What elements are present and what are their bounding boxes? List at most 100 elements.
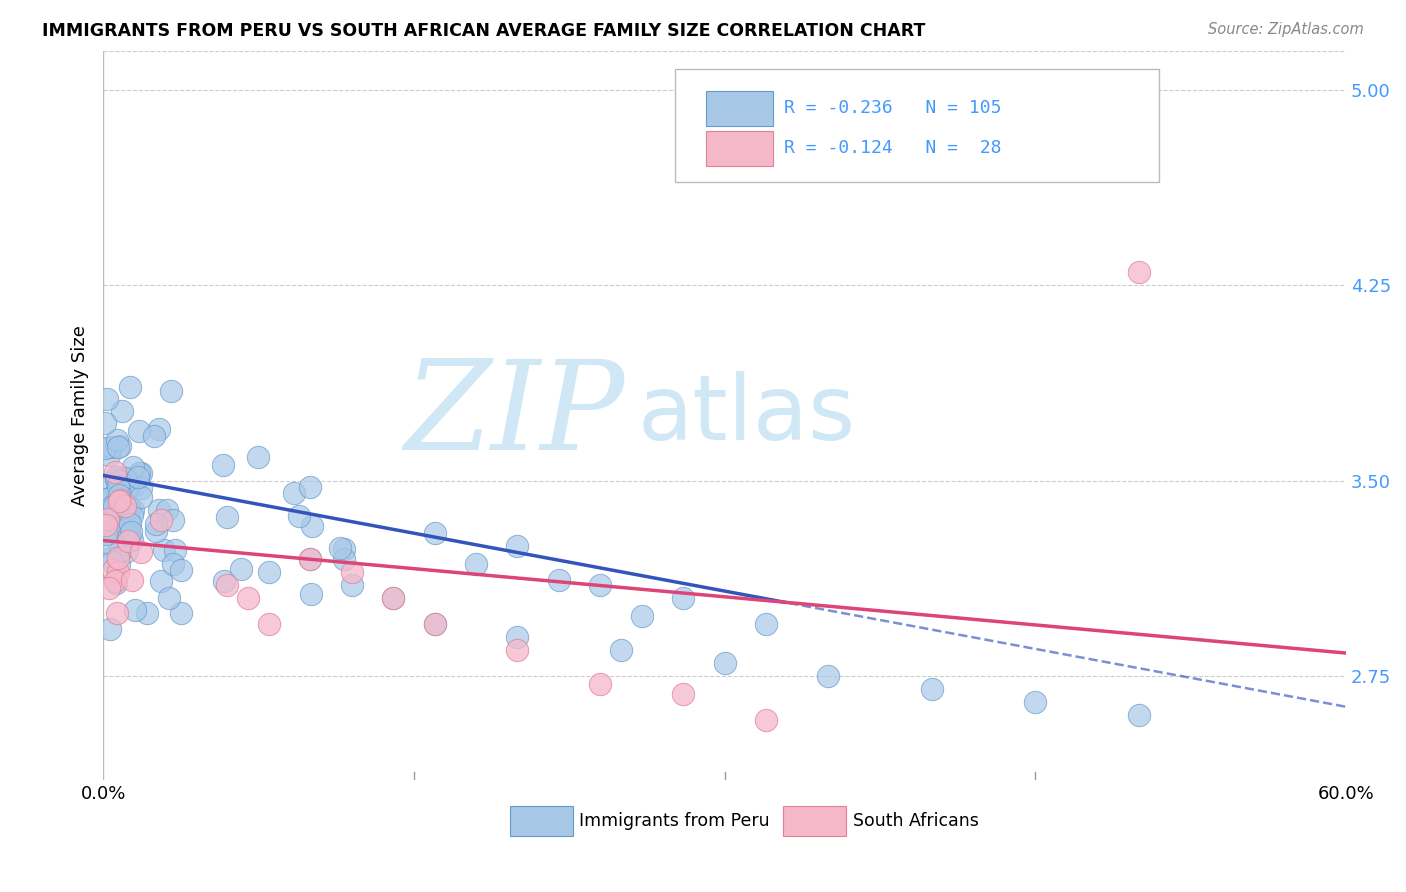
Point bbox=[100, 551, 122, 566]
Point bbox=[423, 616, 446, 631]
Point bbox=[283, 486, 305, 500]
Point bbox=[589, 677, 612, 691]
Point bbox=[101, 563, 124, 577]
Point bbox=[299, 587, 322, 601]
Point bbox=[105, 575, 128, 590]
Point bbox=[98, 448, 121, 462]
Point bbox=[120, 516, 142, 531]
Point bbox=[301, 519, 323, 533]
Point bbox=[107, 550, 129, 565]
FancyBboxPatch shape bbox=[675, 69, 1160, 182]
Point bbox=[108, 486, 131, 500]
Point bbox=[98, 491, 121, 505]
Point bbox=[589, 578, 612, 592]
Point bbox=[465, 557, 488, 571]
Point bbox=[423, 616, 446, 631]
Point bbox=[236, 591, 259, 605]
Point bbox=[156, 502, 179, 516]
Point bbox=[162, 512, 184, 526]
Point bbox=[105, 472, 128, 486]
Point bbox=[114, 499, 136, 513]
Point bbox=[382, 591, 405, 605]
Point bbox=[96, 492, 118, 507]
Point bbox=[98, 581, 121, 595]
Point bbox=[120, 525, 142, 540]
Point bbox=[94, 527, 117, 541]
FancyBboxPatch shape bbox=[706, 91, 773, 126]
Point bbox=[299, 551, 322, 566]
Point bbox=[630, 609, 652, 624]
Point bbox=[105, 434, 128, 448]
Point bbox=[104, 465, 127, 479]
Point bbox=[288, 509, 311, 524]
Point bbox=[118, 528, 141, 542]
Point bbox=[217, 578, 239, 592]
Point bbox=[117, 521, 139, 535]
Point bbox=[145, 516, 167, 531]
Point bbox=[299, 551, 322, 566]
Point bbox=[112, 523, 135, 537]
Text: Source: ZipAtlas.com: Source: ZipAtlas.com bbox=[1208, 22, 1364, 37]
Point bbox=[103, 500, 125, 514]
Point bbox=[112, 471, 135, 485]
Point bbox=[162, 557, 184, 571]
Point bbox=[131, 545, 153, 559]
Point bbox=[128, 424, 150, 438]
Point bbox=[108, 493, 131, 508]
Point bbox=[1128, 265, 1150, 279]
Point bbox=[96, 535, 118, 549]
Point bbox=[150, 513, 173, 527]
Point bbox=[107, 503, 129, 517]
Point bbox=[122, 478, 145, 492]
Point bbox=[382, 591, 405, 605]
Point bbox=[150, 574, 173, 588]
Point bbox=[145, 524, 167, 538]
Point bbox=[506, 630, 529, 644]
Text: R = -0.236   N = 105: R = -0.236 N = 105 bbox=[785, 99, 1001, 118]
Point bbox=[506, 643, 529, 657]
Text: atlas: atlas bbox=[637, 371, 856, 459]
Point bbox=[100, 500, 122, 514]
Point bbox=[121, 533, 143, 548]
Point bbox=[108, 439, 131, 453]
Text: R = -0.124   N =  28: R = -0.124 N = 28 bbox=[785, 139, 1001, 157]
Point bbox=[121, 459, 143, 474]
FancyBboxPatch shape bbox=[706, 131, 773, 166]
Point bbox=[118, 380, 141, 394]
Point bbox=[713, 656, 735, 670]
Point bbox=[163, 543, 186, 558]
Point bbox=[333, 541, 356, 556]
Point bbox=[94, 442, 117, 456]
Point bbox=[124, 602, 146, 616]
Point bbox=[105, 470, 128, 484]
Point bbox=[136, 607, 159, 621]
Point bbox=[117, 481, 139, 495]
Point bbox=[247, 450, 270, 465]
Y-axis label: Average Family Size: Average Family Size bbox=[72, 325, 89, 506]
Point bbox=[129, 490, 152, 504]
Point bbox=[105, 606, 128, 620]
Point bbox=[105, 485, 128, 500]
Point bbox=[121, 573, 143, 587]
Point bbox=[157, 591, 180, 605]
Point bbox=[118, 513, 141, 527]
Point bbox=[96, 517, 118, 532]
Point bbox=[108, 558, 131, 572]
Point bbox=[257, 616, 280, 631]
Point bbox=[1128, 708, 1150, 723]
Point bbox=[117, 534, 139, 549]
Point bbox=[329, 541, 352, 555]
Text: IMMIGRANTS FROM PERU VS SOUTH AFRICAN AVERAGE FAMILY SIZE CORRELATION CHART: IMMIGRANTS FROM PERU VS SOUTH AFRICAN AV… bbox=[42, 22, 925, 40]
Point bbox=[215, 509, 238, 524]
Point bbox=[212, 574, 235, 588]
Point bbox=[340, 565, 363, 579]
Text: South Africans: South Africans bbox=[852, 812, 979, 830]
Point bbox=[94, 416, 117, 430]
Point bbox=[152, 543, 174, 558]
Point bbox=[817, 669, 839, 683]
Point bbox=[340, 578, 363, 592]
Point bbox=[169, 606, 191, 620]
Point bbox=[129, 467, 152, 481]
Point bbox=[100, 555, 122, 569]
FancyBboxPatch shape bbox=[783, 805, 846, 836]
